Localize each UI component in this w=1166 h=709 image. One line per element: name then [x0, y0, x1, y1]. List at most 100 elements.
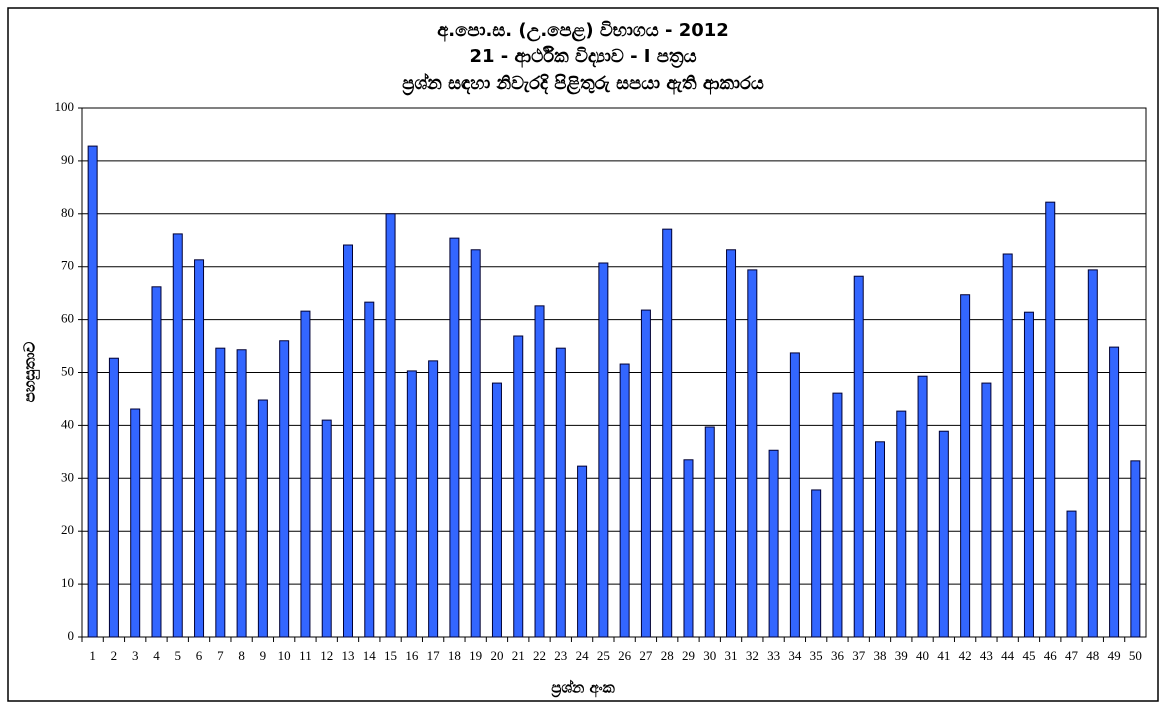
bar [1002, 253, 1013, 638]
bar [108, 357, 119, 638]
x-tick-label: 48 [1086, 648, 1099, 663]
x-tick-label: 3 [132, 648, 139, 663]
bar [534, 305, 545, 638]
bar [662, 228, 673, 638]
bar [87, 145, 98, 638]
x-tick-label: 41 [937, 648, 950, 663]
bar [960, 294, 971, 638]
x-tick-label: 20 [490, 648, 503, 663]
bar [385, 213, 396, 638]
bar [619, 363, 630, 638]
x-tick-label: 46 [1044, 648, 1058, 663]
x-tick-label: 38 [874, 648, 887, 663]
bar [1109, 346, 1120, 638]
x-tick-label: 49 [1108, 648, 1121, 663]
x-tick-label: 8 [238, 648, 245, 663]
x-tick-label: 7 [217, 648, 224, 663]
x-tick-label: 42 [959, 648, 972, 663]
y-tick-label: 50 [61, 363, 74, 378]
bar [406, 370, 417, 638]
bar [832, 392, 843, 638]
bar [470, 249, 481, 638]
x-tick-label: 35 [810, 648, 823, 663]
x-tick-label: 44 [1001, 648, 1015, 663]
y-tick-label: 90 [61, 152, 74, 167]
bar [151, 286, 162, 638]
y-tick-label: 70 [61, 258, 74, 273]
x-tick-label: 9 [260, 648, 267, 663]
bar [364, 301, 375, 638]
bar [577, 465, 588, 638]
bar [917, 375, 928, 638]
x-tick-label: 19 [469, 648, 482, 663]
x-tick-label: 37 [852, 648, 866, 663]
bar [683, 459, 694, 638]
bar [768, 449, 779, 638]
bar [1045, 201, 1056, 638]
bar [300, 310, 311, 638]
x-tick-label: 34 [788, 648, 802, 663]
bar [236, 349, 247, 638]
bar [875, 441, 885, 638]
bar [257, 399, 268, 638]
x-tick-label: 13 [342, 648, 355, 663]
x-tick-label: 24 [576, 648, 590, 663]
x-tick-label: 10 [278, 648, 291, 663]
bar [449, 237, 460, 638]
x-tick-label: 12 [320, 648, 333, 663]
y-tick-label: 40 [61, 416, 74, 431]
x-tick-label: 11 [299, 648, 312, 663]
x-tick-label: 30 [703, 648, 716, 663]
bar [491, 382, 502, 638]
bar [194, 259, 205, 638]
x-tick-label: 29 [682, 648, 695, 663]
bar [789, 352, 800, 638]
x-tick-label: 16 [405, 648, 419, 663]
y-tick-label: 0 [68, 628, 75, 643]
bar [172, 233, 183, 638]
bar [704, 426, 715, 638]
bar [747, 269, 758, 638]
x-tick-label: 27 [639, 648, 653, 663]
x-tick-label: 6 [196, 648, 203, 663]
y-tick-label: 100 [55, 99, 75, 114]
x-tick-label: 5 [175, 648, 182, 663]
x-tick-label: 2 [111, 648, 118, 663]
bar [1087, 269, 1098, 638]
x-tick-label: 31 [725, 648, 738, 663]
bar [343, 244, 353, 638]
x-tick-label: 26 [618, 648, 632, 663]
x-tick-label: 36 [831, 648, 845, 663]
y-tick-label: 80 [61, 205, 74, 220]
bar [215, 347, 226, 638]
x-axis-title: ප්‍රශ්න අංක [551, 678, 615, 698]
y-axis-title: පහසුතාව [21, 341, 41, 402]
x-tick-label: 25 [597, 648, 610, 663]
x-tick-label: 33 [767, 648, 780, 663]
chart-title: අ.පො.ස. (උ.පෙළ) විභාගය - 2012 [437, 20, 729, 42]
x-tick-label: 43 [980, 648, 993, 663]
x-tick-label: 32 [746, 648, 759, 663]
x-tick-label: 1 [89, 648, 96, 663]
bar [1066, 510, 1077, 638]
x-tick-label: 18 [448, 648, 461, 663]
bar [1023, 311, 1034, 638]
bar [428, 360, 439, 638]
x-tick-label: 47 [1065, 648, 1079, 663]
chart-title: ප්‍රශ්න සඳහා නිවැරදි පිළිතුරු සපයා ඇති ආ… [402, 72, 764, 96]
x-tick-label: 14 [363, 648, 377, 663]
x-tick-label: 45 [1022, 648, 1035, 663]
bar [321, 419, 332, 638]
x-tick-label: 50 [1129, 648, 1142, 663]
bar [896, 410, 907, 638]
bar [938, 430, 949, 638]
y-tick-label: 30 [61, 469, 74, 484]
bar [513, 335, 524, 638]
bar [981, 382, 992, 638]
x-tick-label: 22 [533, 648, 546, 663]
chart-title: 21 - ආර්ථික විද්‍යාව - I පත්‍රය [469, 45, 696, 68]
bar [640, 309, 651, 638]
x-tick-label: 4 [153, 648, 160, 663]
x-tick-label: 15 [384, 648, 397, 663]
